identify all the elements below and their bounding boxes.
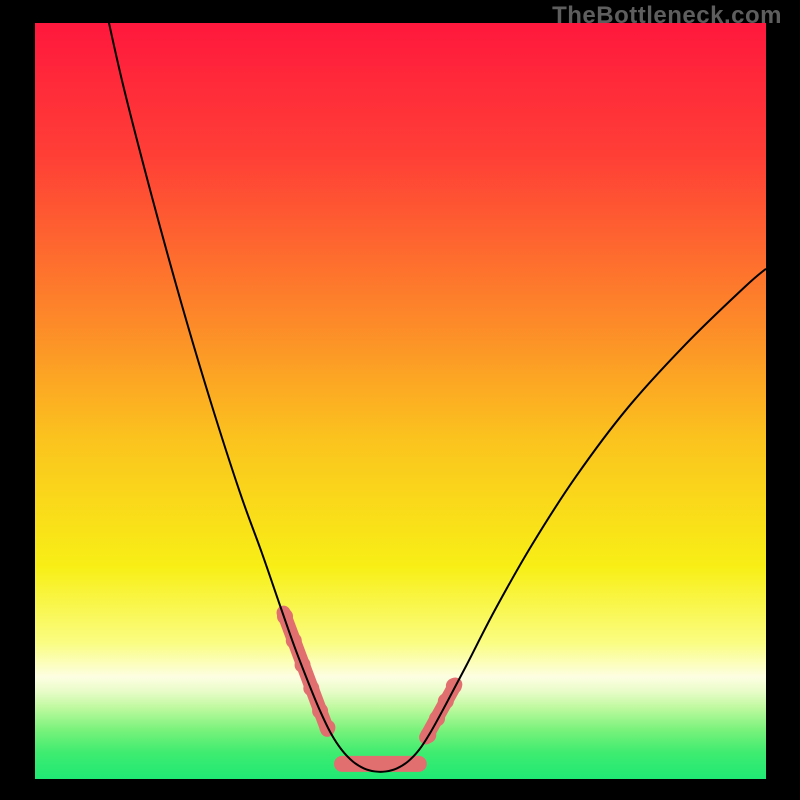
plot-gradient-background <box>35 23 766 779</box>
chart-stage: TheBottleneck.com <box>0 0 800 800</box>
watermark-text: TheBottleneck.com <box>552 2 782 30</box>
